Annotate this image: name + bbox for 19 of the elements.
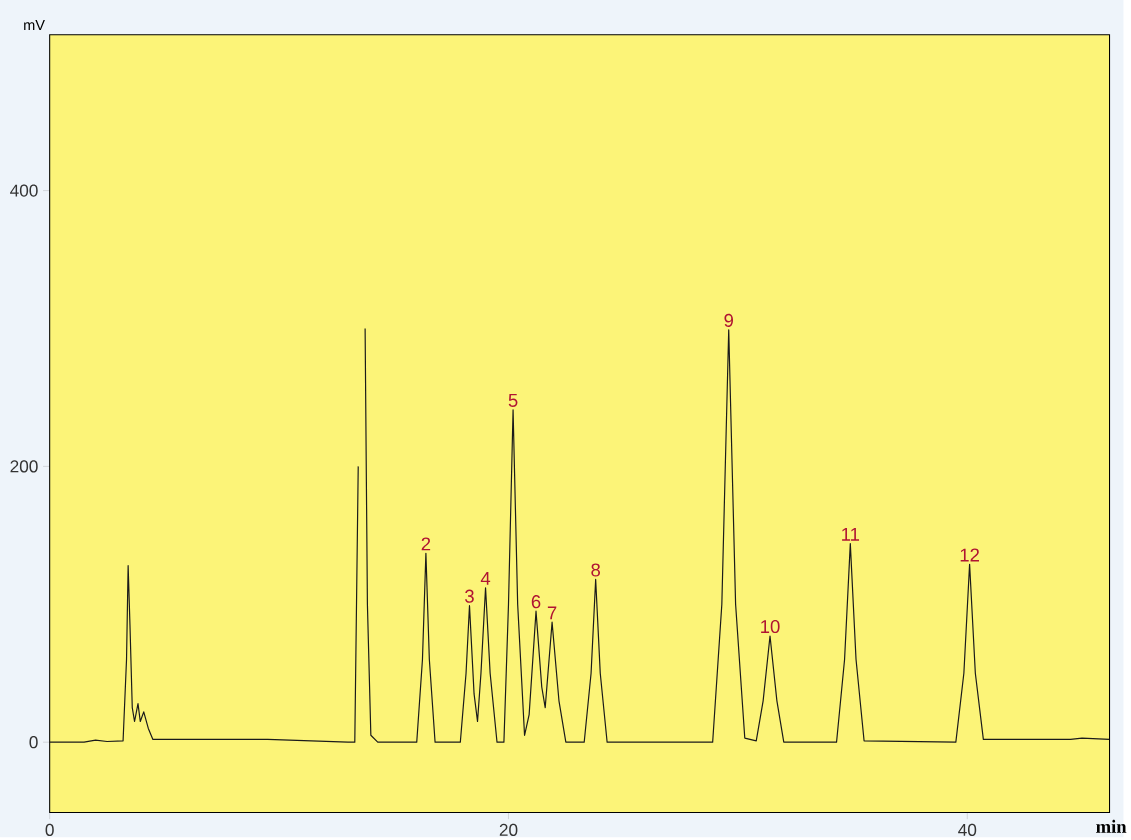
annotation: 7: [547, 606, 557, 620]
annotation: 10: [761, 619, 780, 633]
annotation: 11: [842, 527, 860, 541]
annotation: 3: [465, 589, 474, 603]
annotation: 2: [421, 537, 431, 551]
x-tick-label: 20: [499, 823, 518, 836]
annotation: 12: [960, 548, 979, 562]
y-tick-label: 400: [10, 184, 38, 197]
y-tick-label: 200: [10, 460, 38, 473]
x-tick-label: 0: [45, 823, 54, 836]
y-axis-title: mV: [24, 19, 45, 30]
x-axis-title: min: [1096, 819, 1127, 833]
annotation: 6: [531, 594, 541, 609]
annotation: 5: [508, 393, 518, 407]
annotation: 4: [480, 571, 491, 585]
y-tick-label: 0: [29, 735, 38, 749]
x-tick-label: 40: [958, 823, 977, 836]
annotation: 8: [591, 563, 601, 577]
annotation: 9: [724, 313, 733, 327]
